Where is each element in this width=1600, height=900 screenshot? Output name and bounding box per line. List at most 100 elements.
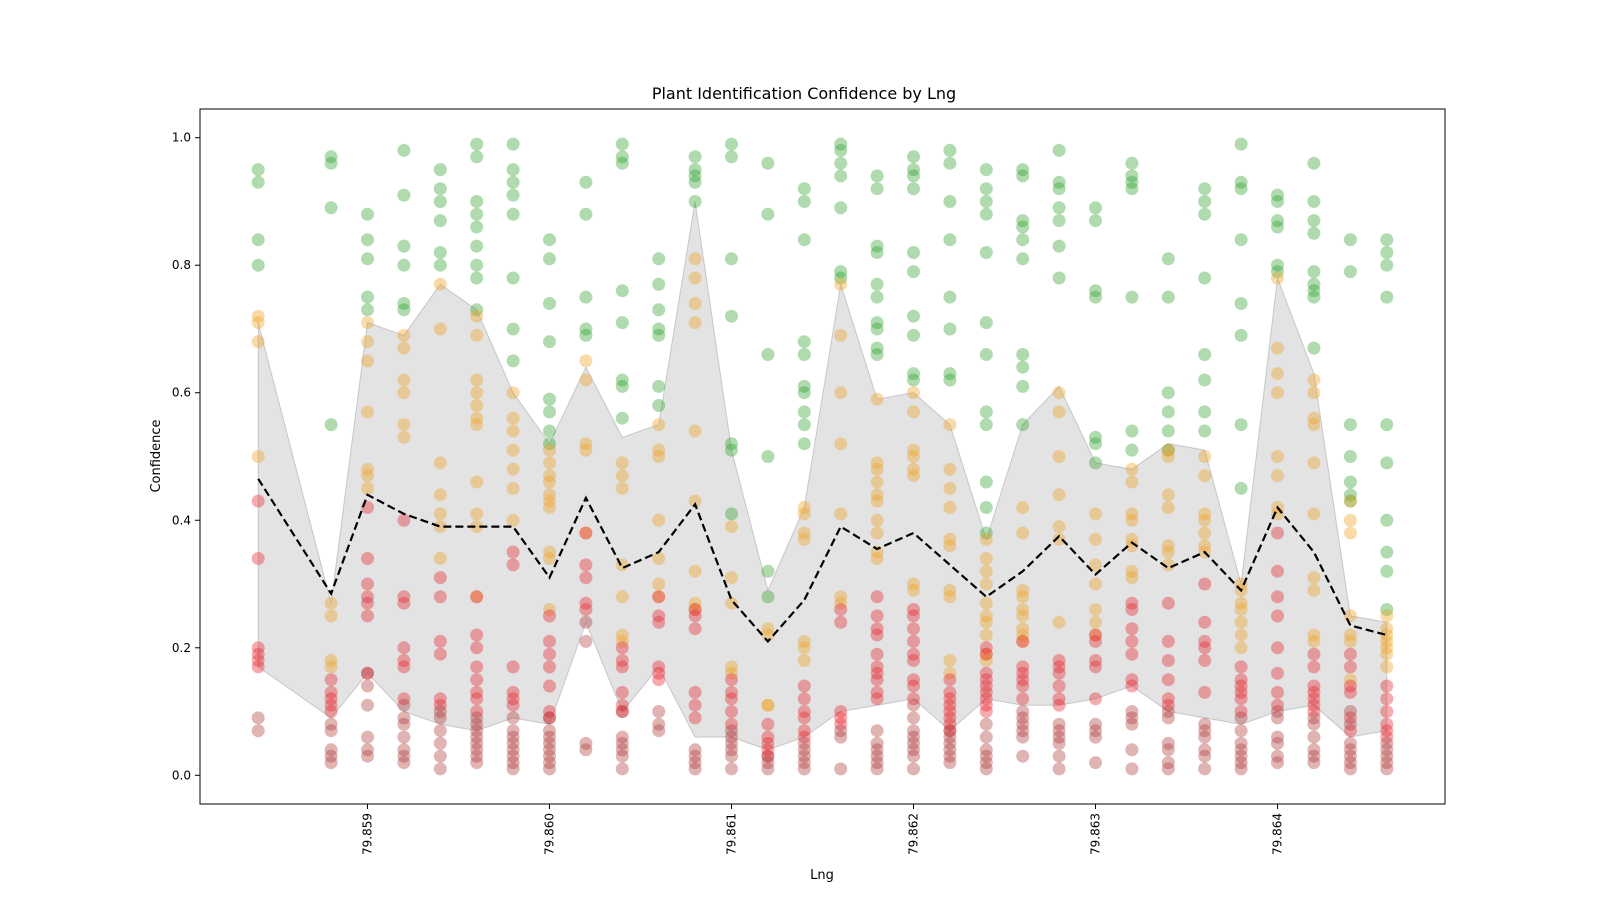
scatter-point	[1016, 360, 1030, 374]
scatter-point	[870, 673, 884, 687]
scatter-point	[1271, 195, 1284, 208]
scatter-point	[1380, 290, 1394, 304]
scatter-point	[1161, 705, 1175, 718]
scatter-point	[943, 717, 957, 731]
scatter-point	[361, 303, 374, 317]
scatter-point	[506, 698, 520, 712]
scatter-point	[1380, 743, 1394, 757]
y-tick-label: 0.8	[172, 258, 191, 272]
scatter-point	[1089, 284, 1102, 298]
scatter-point	[543, 456, 556, 470]
scatter-point	[725, 717, 738, 731]
scatter-point	[943, 195, 957, 208]
scatter-point	[870, 622, 884, 636]
scatter-point	[1089, 456, 1102, 470]
scatter-point	[761, 730, 775, 744]
scatter-point	[1198, 207, 1212, 221]
scatter-point	[761, 762, 775, 776]
scatter-point	[433, 698, 447, 712]
scatter-point	[979, 182, 993, 196]
scatter-point	[1307, 373, 1321, 387]
scatter-point	[1198, 615, 1212, 629]
scatter-point	[433, 214, 447, 228]
scatter-point	[652, 399, 666, 412]
scatter-point	[1307, 749, 1321, 763]
scatter-point	[907, 462, 920, 476]
scatter-point	[1016, 730, 1030, 744]
scatter-point	[688, 596, 702, 610]
scatter-point	[543, 743, 556, 757]
scatter-point	[797, 711, 811, 725]
scatter-point	[1307, 571, 1321, 585]
scatter-point	[688, 749, 702, 763]
scatter-point	[1016, 679, 1030, 693]
scatter-point	[470, 258, 484, 272]
scatter-point	[979, 762, 993, 776]
scatter-point	[652, 660, 666, 674]
scatter-point	[324, 743, 338, 757]
scatter-point	[907, 265, 920, 279]
scatter-point	[652, 252, 666, 266]
scatter-point	[324, 698, 338, 712]
scatter-point	[470, 373, 484, 387]
y-tick-label: 0.2	[172, 641, 191, 655]
scatter-point	[361, 207, 374, 221]
scatter-point	[543, 392, 556, 406]
scatter-point	[870, 685, 884, 699]
scatter-point	[397, 513, 411, 527]
scatter-point	[834, 762, 848, 776]
scatter-point	[797, 182, 811, 196]
scatter-point	[797, 418, 811, 432]
scatter-point	[361, 252, 374, 266]
scatter-point	[1161, 405, 1175, 419]
scatter-point	[943, 583, 957, 597]
scatter-point	[761, 207, 775, 221]
scatter-point	[324, 724, 338, 738]
scatter-point	[506, 545, 520, 559]
scatter-point	[470, 724, 484, 738]
scatter-point	[870, 666, 884, 680]
scatter-point	[543, 469, 556, 483]
scatter-point	[1380, 660, 1394, 674]
scatter-point	[1380, 724, 1394, 738]
scatter-point	[870, 526, 884, 540]
scatter-point	[1198, 450, 1212, 463]
scatter-point	[907, 654, 920, 667]
scatter-point	[979, 756, 993, 770]
scatter-point	[1198, 405, 1212, 419]
scatter-point	[979, 552, 993, 565]
scatter-point	[725, 596, 738, 610]
scatter-point	[834, 277, 848, 291]
scatter-point	[1052, 143, 1066, 157]
scatter-point	[1016, 501, 1030, 514]
scatter-point	[615, 705, 629, 718]
scatter-point	[361, 501, 374, 514]
scatter-point	[979, 564, 993, 578]
scatter-point	[725, 762, 738, 776]
scatter-point	[1161, 290, 1175, 304]
scatter-point	[907, 182, 920, 196]
scatter-point	[1271, 220, 1284, 234]
scatter-point	[1271, 590, 1284, 604]
scatter-point	[251, 163, 265, 177]
scatter-point	[907, 163, 920, 177]
scatter-point	[1125, 596, 1139, 610]
scatter-point	[1234, 175, 1248, 189]
scatter-point	[1125, 290, 1139, 304]
scatter-point	[397, 743, 411, 757]
scatter-point	[870, 762, 884, 776]
scatter-point	[725, 309, 738, 323]
scatter-point	[797, 756, 811, 770]
scatter-point	[470, 590, 484, 604]
scatter-point	[1307, 692, 1321, 706]
scatter-point	[397, 386, 411, 400]
scatter-point	[251, 258, 265, 272]
scatter-point	[725, 571, 738, 585]
scatter-point	[1016, 169, 1030, 183]
scatter-point	[797, 532, 811, 546]
scatter-point	[1198, 195, 1212, 208]
scatter-point	[470, 628, 484, 642]
scatter-point	[652, 513, 666, 527]
scatter-point	[1161, 634, 1175, 648]
scatter-point	[397, 239, 411, 253]
